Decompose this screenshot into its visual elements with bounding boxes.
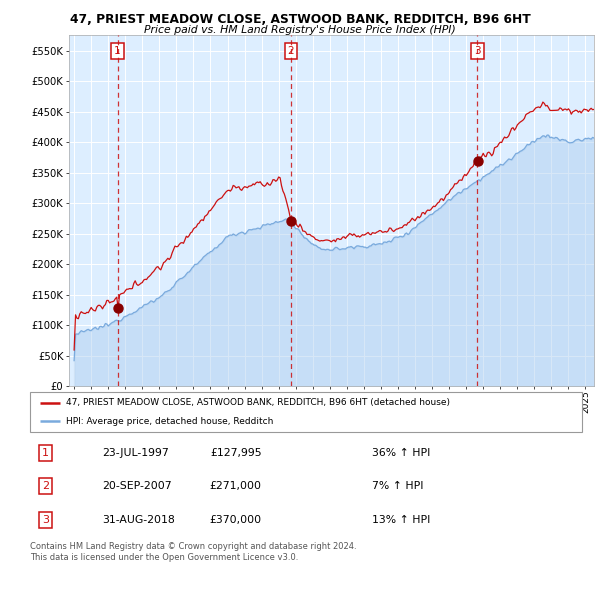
Text: 3: 3 <box>474 46 481 56</box>
Text: £370,000: £370,000 <box>210 514 262 525</box>
Text: 31-AUG-2018: 31-AUG-2018 <box>102 514 175 525</box>
Text: 1: 1 <box>42 448 49 458</box>
Text: 13% ↑ HPI: 13% ↑ HPI <box>372 514 431 525</box>
Text: Price paid vs. HM Land Registry's House Price Index (HPI): Price paid vs. HM Land Registry's House … <box>144 25 456 35</box>
Text: Contains HM Land Registry data © Crown copyright and database right 2024.
This d: Contains HM Land Registry data © Crown c… <box>30 542 356 562</box>
Text: 1: 1 <box>114 46 121 56</box>
Text: HPI: Average price, detached house, Redditch: HPI: Average price, detached house, Redd… <box>66 417 273 425</box>
Text: 23-JUL-1997: 23-JUL-1997 <box>102 448 169 458</box>
Text: 2: 2 <box>42 481 49 491</box>
Text: 47, PRIEST MEADOW CLOSE, ASTWOOD BANK, REDDITCH, B96 6HT: 47, PRIEST MEADOW CLOSE, ASTWOOD BANK, R… <box>70 13 530 26</box>
Text: £271,000: £271,000 <box>210 481 262 491</box>
Text: 7% ↑ HPI: 7% ↑ HPI <box>372 481 424 491</box>
Text: £127,995: £127,995 <box>210 448 262 458</box>
Text: 2: 2 <box>287 46 294 56</box>
Text: 36% ↑ HPI: 36% ↑ HPI <box>372 448 431 458</box>
Text: 47, PRIEST MEADOW CLOSE, ASTWOOD BANK, REDDITCH, B96 6HT (detached house): 47, PRIEST MEADOW CLOSE, ASTWOOD BANK, R… <box>66 398 450 407</box>
Text: 20-SEP-2007: 20-SEP-2007 <box>102 481 172 491</box>
Text: 3: 3 <box>42 514 49 525</box>
